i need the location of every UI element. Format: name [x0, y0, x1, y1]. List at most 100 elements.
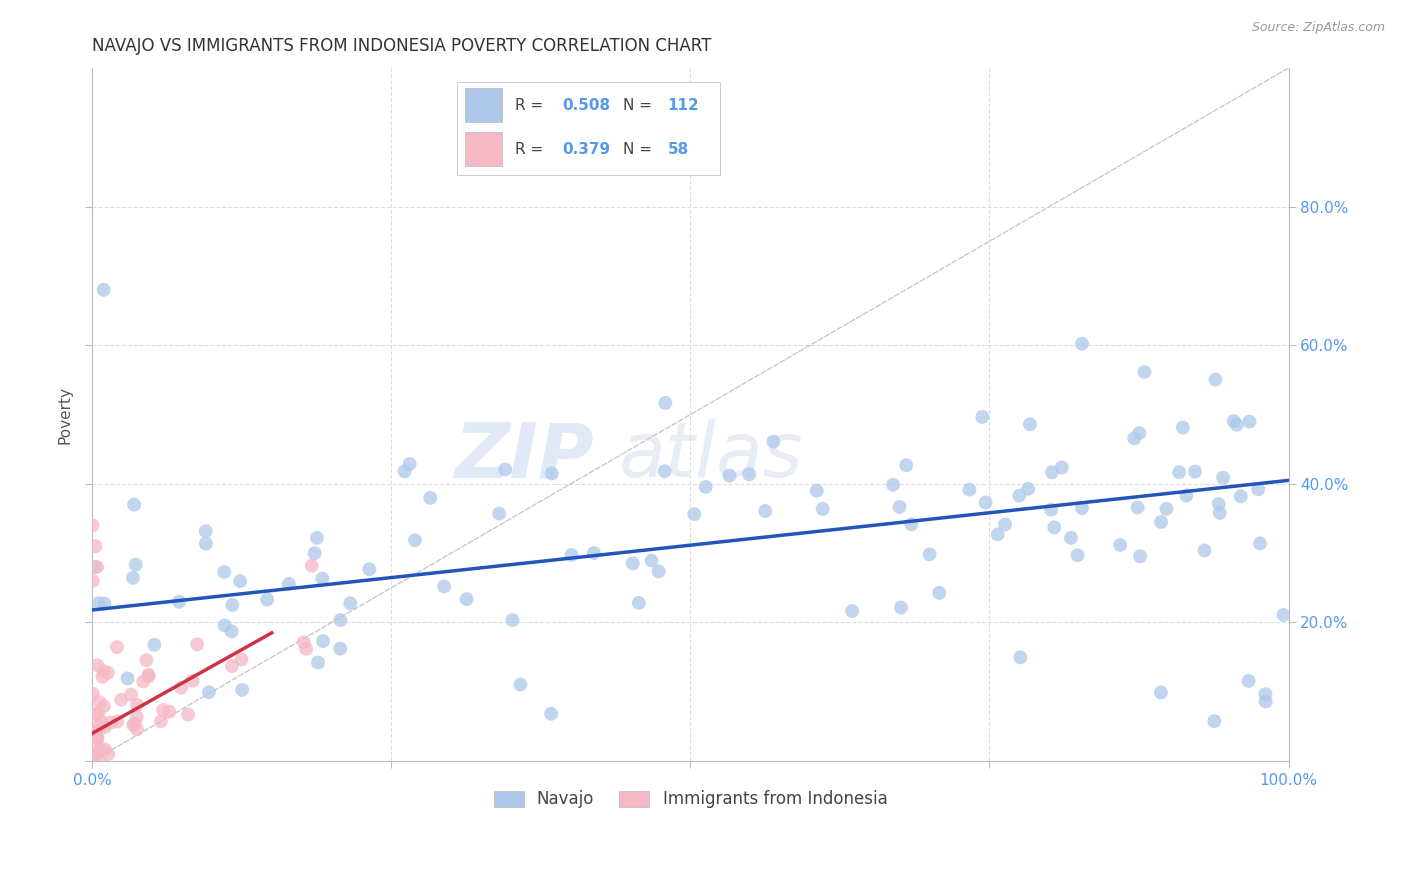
Point — [718, 468, 741, 483]
Point — [1209, 506, 1232, 520]
Point — [928, 586, 950, 600]
Point — [1239, 415, 1261, 429]
Point — [1204, 714, 1226, 728]
Point — [1212, 471, 1234, 485]
Point — [82, 518, 104, 533]
Point — [972, 409, 994, 424]
Point — [122, 498, 145, 512]
Point — [86, 731, 108, 745]
Point — [110, 693, 132, 707]
Point — [560, 548, 582, 562]
Point — [89, 719, 111, 733]
Point — [900, 517, 922, 532]
Point — [295, 641, 318, 656]
Point — [1043, 520, 1066, 534]
Point — [889, 500, 911, 514]
Point — [105, 714, 128, 729]
Point — [83, 726, 105, 740]
Point — [84, 560, 107, 574]
Point — [1008, 489, 1031, 503]
Text: ZIP: ZIP — [456, 419, 595, 493]
Point — [1133, 365, 1156, 379]
Point — [83, 747, 105, 762]
Point — [1071, 336, 1094, 351]
Point — [87, 596, 110, 610]
Point — [84, 726, 107, 740]
Point — [135, 653, 157, 667]
Point — [456, 592, 478, 607]
Point — [540, 706, 562, 721]
Point — [212, 565, 235, 579]
Point — [100, 715, 122, 730]
Point — [1040, 502, 1063, 516]
Point — [91, 670, 114, 684]
Point — [86, 658, 108, 673]
Point — [404, 533, 426, 548]
Point — [754, 504, 776, 518]
Point — [1019, 417, 1042, 432]
Point — [640, 553, 662, 567]
Point — [83, 754, 105, 768]
Point — [125, 558, 148, 572]
Point — [152, 703, 174, 717]
Point — [167, 595, 190, 609]
Point — [117, 672, 139, 686]
Point — [1237, 673, 1260, 688]
Point — [1194, 543, 1216, 558]
Point — [229, 574, 252, 589]
Point — [882, 477, 904, 491]
Point — [1050, 460, 1073, 475]
Point — [93, 664, 115, 678]
Point — [359, 562, 381, 576]
Text: atlas: atlas — [619, 419, 803, 493]
Point — [890, 600, 912, 615]
Point — [1184, 465, 1206, 479]
Point — [84, 539, 107, 553]
Point — [221, 659, 243, 673]
Point — [1040, 465, 1063, 479]
Point — [974, 495, 997, 509]
Point — [841, 604, 863, 618]
Point — [120, 688, 142, 702]
Point — [221, 624, 243, 639]
Point — [329, 641, 352, 656]
Point — [194, 536, 217, 550]
Point — [90, 714, 112, 729]
Point — [1150, 685, 1173, 699]
Point — [292, 635, 315, 649]
Point — [494, 462, 516, 476]
Point — [89, 754, 111, 768]
Point — [329, 613, 352, 627]
Point — [1010, 650, 1032, 665]
Point — [1247, 483, 1270, 497]
Point — [138, 669, 160, 683]
Point — [896, 458, 918, 473]
Point — [301, 558, 323, 573]
Point — [1017, 482, 1039, 496]
Legend: Navajo, Immigrants from Indonesia: Navajo, Immigrants from Indonesia — [486, 784, 894, 815]
Point — [695, 480, 717, 494]
Point — [97, 665, 120, 680]
Point — [1208, 497, 1230, 511]
Point — [122, 571, 145, 585]
Point — [304, 546, 326, 560]
Point — [1249, 536, 1271, 550]
Point — [181, 673, 204, 688]
Point — [488, 507, 510, 521]
Point — [627, 596, 650, 610]
Point — [93, 721, 115, 735]
Point — [1254, 694, 1277, 708]
Point — [177, 707, 200, 722]
Point — [1175, 488, 1198, 502]
Point — [683, 507, 706, 521]
Point — [93, 699, 115, 714]
Point — [94, 742, 117, 756]
Point — [1123, 431, 1146, 445]
Point — [122, 718, 145, 732]
Point — [170, 681, 193, 695]
Point — [194, 524, 217, 539]
Point — [1222, 414, 1244, 428]
Point — [957, 483, 980, 497]
Point — [1226, 417, 1249, 432]
Point — [84, 708, 107, 723]
